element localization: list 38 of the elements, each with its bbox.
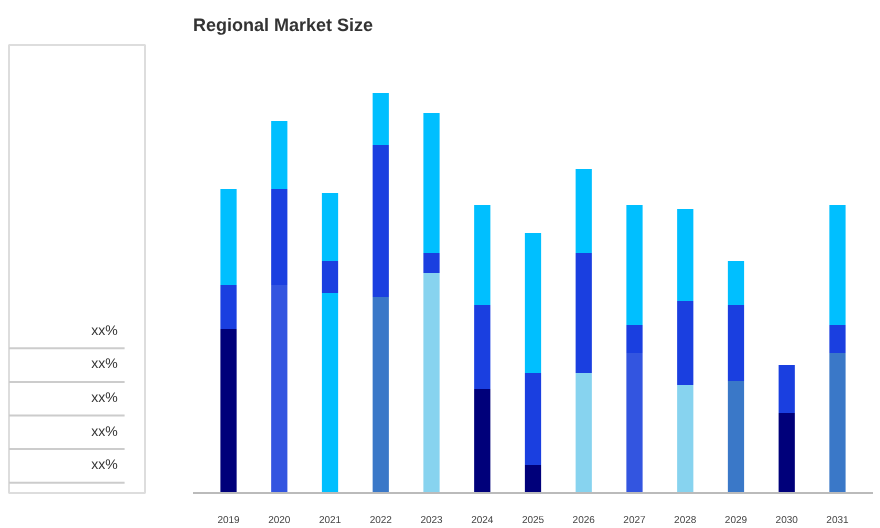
bar (271, 189, 288, 285)
bar (474, 389, 491, 493)
bar (575, 253, 592, 373)
bar (423, 253, 440, 273)
bar (220, 329, 237, 493)
bar (220, 285, 237, 329)
bar (474, 205, 491, 305)
bar (677, 385, 694, 493)
chart-title: Regional Market Size (193, 15, 374, 35)
bar (829, 325, 846, 353)
bar (778, 365, 795, 413)
bar (778, 413, 795, 493)
bar (423, 273, 440, 493)
bar (271, 121, 288, 189)
bar (372, 297, 389, 493)
bar (423, 113, 440, 253)
bar (321, 261, 339, 293)
bar (575, 169, 592, 253)
bar (727, 261, 745, 305)
bar (829, 205, 846, 325)
bar (626, 353, 643, 493)
bar (524, 465, 542, 493)
bar (829, 353, 846, 493)
bar (372, 145, 389, 297)
bar (626, 205, 643, 325)
bar (727, 381, 745, 493)
bar (372, 93, 389, 145)
bar (626, 325, 643, 353)
bar (271, 285, 288, 493)
bar (474, 305, 491, 389)
bar (524, 373, 542, 465)
bar (575, 373, 592, 493)
bar (677, 209, 694, 301)
bar (727, 305, 745, 381)
bar (321, 193, 339, 261)
bar (677, 301, 694, 385)
bar (524, 233, 542, 373)
bar (220, 189, 237, 285)
